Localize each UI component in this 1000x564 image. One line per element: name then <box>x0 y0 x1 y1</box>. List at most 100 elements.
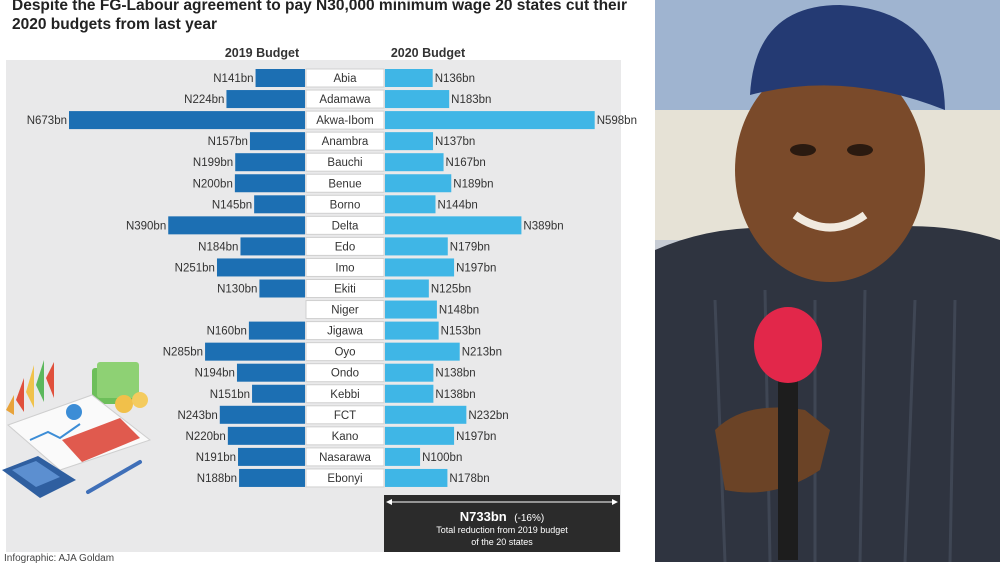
speaker-illustration <box>655 0 1000 562</box>
bar-2020 <box>385 342 460 361</box>
data-label-2019: N151bn <box>210 389 250 401</box>
money-stack-icon <box>92 362 148 413</box>
data-label-2019: N145bn <box>212 199 252 211</box>
state-label: Abia <box>333 73 357 85</box>
bar-2019 <box>216 258 305 277</box>
bar-2020 <box>385 447 421 466</box>
bar-2019 <box>205 342 305 361</box>
face <box>735 58 925 282</box>
state-label: Niger <box>331 305 359 317</box>
data-label-2020: N178bn <box>449 473 489 485</box>
bar-2020 <box>385 237 448 256</box>
data-label-2019: N130bn <box>217 284 257 296</box>
bar-2019 <box>227 426 305 445</box>
bar-2019 <box>239 468 305 487</box>
state-label-box <box>305 321 385 341</box>
bar-2020 <box>385 279 429 298</box>
speaker-photo <box>655 0 1000 562</box>
microphone-handle <box>778 370 798 560</box>
data-label-2019: N194bn <box>195 368 235 380</box>
data-label-2019: N224bn <box>184 94 224 106</box>
bar-2019 <box>226 90 305 109</box>
data-label-2020: N232bn <box>468 410 508 422</box>
state-label-box <box>305 279 385 298</box>
data-label-2019: N188bn <box>197 473 237 485</box>
bar-2019 <box>235 153 305 172</box>
data-label-2019: N184bn <box>198 241 238 253</box>
data-label-2019: N285bn <box>163 347 203 359</box>
legend-2020-label: 2020 Budget <box>391 46 466 60</box>
data-label-2019: N673bn <box>27 115 67 127</box>
data-label-2019: N141bn <box>213 73 253 85</box>
data-label-2020: N136bn <box>435 73 475 85</box>
data-label-2020: N183bn <box>451 94 491 106</box>
arrow-right-icon <box>612 499 618 505</box>
bar-2020 <box>385 426 455 445</box>
state-label: Nasarawa <box>319 452 371 464</box>
data-label-2020: N598bn <box>597 115 637 127</box>
state-label-box <box>305 236 385 256</box>
state-label-box <box>305 384 385 404</box>
data-label-2019: N200bn <box>193 178 233 190</box>
bar-2020 <box>385 132 434 151</box>
state-label-box <box>305 426 385 446</box>
state-label-box <box>305 173 385 193</box>
data-label-2020: N179bn <box>450 241 490 253</box>
data-label-2020: N138bn <box>435 389 475 401</box>
state-label: Jigawa <box>327 326 363 338</box>
data-label-2020: N153bn <box>441 326 481 338</box>
infographic-title: Despite the FG-Labour agreement to pay N… <box>12 0 628 33</box>
data-label-2020: N197bn <box>456 262 496 274</box>
data-label-2020: N125bn <box>431 284 471 296</box>
state-label: Imo <box>335 262 354 274</box>
bar-2019 <box>254 195 305 214</box>
bar-2019 <box>248 321 305 340</box>
bar-2019 <box>252 384 305 403</box>
state-label: Delta <box>332 220 359 232</box>
bar-2019 <box>240 237 305 256</box>
state-label: FCT <box>334 410 356 422</box>
calculator-icon <box>2 456 76 498</box>
state-label-box <box>305 110 385 130</box>
document-chart-icon <box>7 394 152 471</box>
state-label-box <box>305 68 385 88</box>
bar-2019 <box>255 69 305 87</box>
state-label: Ekiti <box>334 284 356 296</box>
data-label-2020: N100bn <box>422 452 462 464</box>
bar-2020 <box>385 384 434 403</box>
bar-2020 <box>385 363 434 382</box>
bar-2020 <box>385 69 433 87</box>
state-label-box <box>305 447 385 467</box>
hand <box>715 407 830 493</box>
state-label: Benue <box>328 178 361 190</box>
bar-2020 <box>385 90 450 109</box>
bar-2020 <box>385 300 437 319</box>
data-label-2020: N389bn <box>523 220 563 232</box>
bar-2019 <box>69 111 305 130</box>
state-label: Anambra <box>322 136 369 148</box>
summary-box <box>384 495 620 552</box>
finance-illustration <box>2 360 152 498</box>
svg-text:N733bn (-16%): N733bn (-16%) <box>460 508 544 525</box>
state-label: Oyo <box>334 347 355 359</box>
state-label-box <box>305 342 385 362</box>
state-label: Ondo <box>331 368 359 380</box>
state-label-box <box>305 300 385 320</box>
legend-2019-label: 2019 Budget <box>225 46 300 60</box>
data-label-2019: N157bn <box>208 136 248 148</box>
summary-change: (-16%) <box>514 513 544 524</box>
data-label-2020: N213bn <box>462 347 502 359</box>
bar-2020 <box>385 195 436 214</box>
bar-graph-icon <box>6 360 54 415</box>
bar-2020 <box>385 468 448 487</box>
bar-2020 <box>385 153 444 172</box>
bars-layer: Abia N141bn N136bn Adamawa N224bn N183bn Akwa-… <box>27 68 637 488</box>
bar-2019 <box>219 405 305 424</box>
state-label-box <box>305 257 385 277</box>
bar-2020 <box>385 405 467 424</box>
bar-2019 <box>259 279 305 298</box>
bar-2020 <box>385 258 455 277</box>
budget-chart: 2019 Budget 2020 Budget Abia N141bn N136bn… <box>2 46 637 552</box>
bar-2019 <box>238 447 305 466</box>
data-label-2019: N220bn <box>186 431 226 443</box>
